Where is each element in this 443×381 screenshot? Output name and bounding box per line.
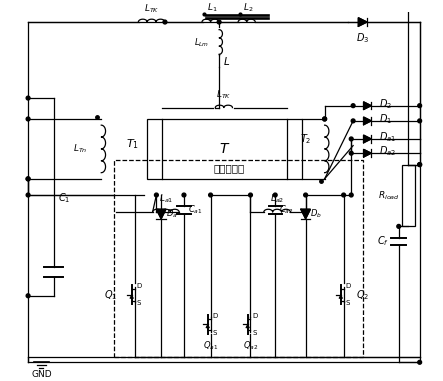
Text: $C_f$: $C_f$ xyxy=(377,235,389,248)
Circle shape xyxy=(182,193,186,197)
Text: $L_{a2}$: $L_{a2}$ xyxy=(270,192,284,205)
Text: $Q_{a1}$: $Q_{a1}$ xyxy=(203,339,218,352)
Circle shape xyxy=(350,151,353,155)
Text: $C_1$: $C_1$ xyxy=(58,191,70,205)
Text: $D_{a1}$: $D_{a1}$ xyxy=(379,130,396,144)
Polygon shape xyxy=(364,135,371,143)
Text: D: D xyxy=(136,283,142,289)
Text: D: D xyxy=(346,283,351,289)
Circle shape xyxy=(26,177,30,181)
Bar xyxy=(147,119,302,179)
Text: $L_{Tn}$: $L_{Tn}$ xyxy=(74,142,88,155)
Polygon shape xyxy=(156,209,166,219)
Circle shape xyxy=(26,294,30,298)
Text: $T_2$: $T_2$ xyxy=(300,133,311,146)
Circle shape xyxy=(418,163,422,166)
Circle shape xyxy=(418,104,422,107)
Text: D: D xyxy=(253,313,258,319)
Text: $D_a$: $D_a$ xyxy=(166,208,178,220)
Circle shape xyxy=(273,193,277,197)
Text: D: D xyxy=(213,313,218,319)
Circle shape xyxy=(163,20,167,24)
Text: $D_3$: $D_3$ xyxy=(356,32,369,45)
Bar xyxy=(113,160,363,357)
Circle shape xyxy=(342,193,346,197)
Polygon shape xyxy=(364,149,371,157)
Text: 软开关电路: 软开关电路 xyxy=(214,164,245,174)
Text: $C_{a2}$: $C_{a2}$ xyxy=(279,204,294,216)
Text: $T_1$: $T_1$ xyxy=(126,137,139,151)
Text: $D_1$: $D_1$ xyxy=(379,112,392,126)
Circle shape xyxy=(418,360,422,364)
Circle shape xyxy=(323,117,326,121)
Text: $D_2$: $D_2$ xyxy=(379,97,392,110)
Polygon shape xyxy=(364,117,371,125)
Circle shape xyxy=(249,193,253,197)
Bar xyxy=(402,165,415,226)
Text: $L$: $L$ xyxy=(223,55,230,67)
Text: $L_1$: $L_1$ xyxy=(207,2,218,14)
Circle shape xyxy=(217,20,221,24)
Text: $Q_2$: $Q_2$ xyxy=(356,288,369,302)
Text: $Q_1$: $Q_1$ xyxy=(104,288,117,302)
Circle shape xyxy=(209,193,213,197)
Circle shape xyxy=(418,119,422,123)
Circle shape xyxy=(26,117,30,121)
Text: $R_{load}$: $R_{load}$ xyxy=(378,190,400,202)
Polygon shape xyxy=(301,209,311,219)
Text: $D_b$: $D_b$ xyxy=(311,208,322,220)
Text: $L_2$: $L_2$ xyxy=(243,2,254,14)
Text: S: S xyxy=(253,330,257,336)
Circle shape xyxy=(351,104,355,107)
Text: $T$: $T$ xyxy=(219,142,230,156)
Text: $L_{TK}$: $L_{TK}$ xyxy=(144,3,159,15)
Circle shape xyxy=(397,224,400,228)
Text: $D_{a2}$: $D_{a2}$ xyxy=(379,144,396,158)
Circle shape xyxy=(304,193,307,197)
Circle shape xyxy=(26,177,30,181)
Circle shape xyxy=(323,117,326,121)
Circle shape xyxy=(26,193,30,197)
Text: S: S xyxy=(136,300,141,306)
Text: S: S xyxy=(213,330,217,336)
Polygon shape xyxy=(358,18,367,26)
Text: S: S xyxy=(346,300,350,306)
Text: $C_{a1}$: $C_{a1}$ xyxy=(188,204,202,216)
Text: $Q_{a2}$: $Q_{a2}$ xyxy=(243,339,258,352)
Polygon shape xyxy=(364,102,371,109)
Circle shape xyxy=(418,163,422,166)
Text: $L_{TK}$: $L_{TK}$ xyxy=(216,88,232,101)
Text: $L_{a1}$: $L_{a1}$ xyxy=(159,192,173,205)
Circle shape xyxy=(155,193,158,197)
Circle shape xyxy=(350,137,353,141)
Circle shape xyxy=(26,96,30,100)
Circle shape xyxy=(350,193,353,197)
Text: GND: GND xyxy=(31,370,52,379)
Text: $L_{Lm}$: $L_{Lm}$ xyxy=(194,37,210,49)
Circle shape xyxy=(351,119,355,123)
